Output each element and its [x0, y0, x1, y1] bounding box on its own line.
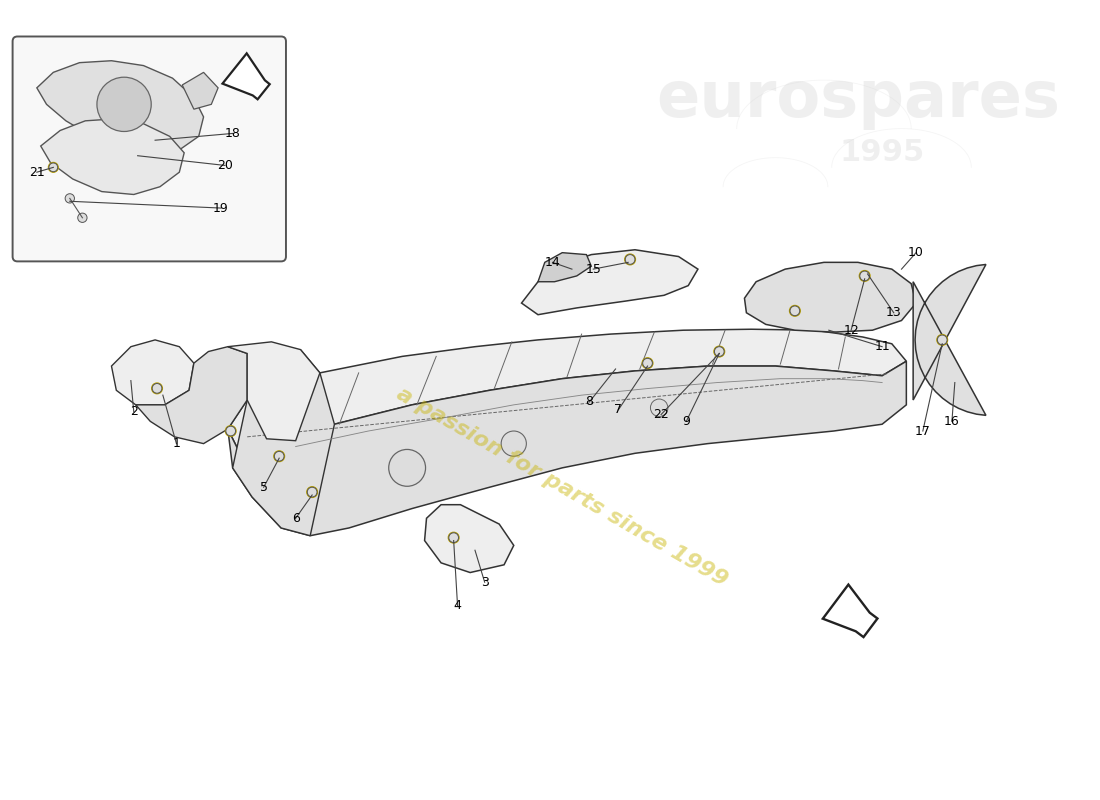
Text: 16: 16 [944, 415, 960, 428]
Text: 10: 10 [909, 246, 924, 259]
Polygon shape [228, 330, 906, 449]
Circle shape [714, 346, 724, 356]
Text: 18: 18 [224, 127, 241, 140]
Circle shape [226, 426, 235, 436]
Circle shape [790, 306, 800, 316]
Circle shape [625, 254, 635, 264]
Circle shape [625, 254, 636, 265]
Text: 7: 7 [615, 403, 623, 416]
Circle shape [502, 431, 527, 456]
Text: 1995: 1995 [839, 138, 925, 167]
Circle shape [449, 532, 459, 543]
Text: 15: 15 [585, 262, 602, 276]
Circle shape [97, 78, 151, 131]
Text: 20: 20 [217, 159, 233, 172]
FancyBboxPatch shape [12, 37, 286, 262]
Circle shape [937, 335, 947, 345]
Text: 12: 12 [844, 324, 859, 337]
Text: 11: 11 [874, 340, 890, 353]
Polygon shape [521, 250, 697, 314]
Polygon shape [232, 350, 334, 536]
Text: 21: 21 [29, 166, 45, 178]
Polygon shape [745, 262, 916, 332]
Circle shape [650, 399, 668, 417]
Text: 1: 1 [173, 437, 180, 450]
Polygon shape [135, 346, 248, 444]
Circle shape [388, 450, 426, 486]
Text: eurospares: eurospares [656, 69, 1060, 130]
Circle shape [642, 358, 652, 368]
Polygon shape [913, 265, 986, 415]
Text: 13: 13 [886, 306, 902, 319]
Circle shape [714, 346, 725, 357]
Circle shape [78, 213, 87, 222]
Text: 17: 17 [915, 425, 931, 438]
Polygon shape [228, 342, 320, 441]
Text: 6: 6 [292, 512, 299, 525]
Text: 22: 22 [653, 408, 669, 421]
Circle shape [226, 426, 236, 436]
Text: 2: 2 [130, 405, 138, 418]
Circle shape [307, 486, 318, 498]
Text: a passion for parts since 1999: a passion for parts since 1999 [394, 384, 732, 590]
Text: 3: 3 [481, 576, 488, 589]
Circle shape [449, 533, 459, 542]
Text: 8: 8 [585, 395, 593, 409]
Polygon shape [41, 119, 184, 194]
Circle shape [790, 306, 800, 316]
Circle shape [642, 358, 653, 369]
Circle shape [860, 271, 869, 281]
Polygon shape [183, 72, 218, 109]
Circle shape [859, 270, 870, 282]
Text: 19: 19 [213, 202, 229, 214]
Polygon shape [538, 253, 592, 282]
Text: 4: 4 [453, 599, 462, 612]
Polygon shape [228, 362, 906, 536]
Polygon shape [111, 340, 194, 405]
Circle shape [307, 487, 317, 497]
Circle shape [152, 383, 162, 394]
Circle shape [937, 334, 947, 346]
Polygon shape [823, 585, 878, 637]
Circle shape [274, 451, 284, 461]
Polygon shape [222, 54, 270, 99]
Circle shape [48, 162, 58, 172]
Circle shape [274, 451, 285, 462]
Text: 9: 9 [682, 415, 690, 428]
Circle shape [65, 194, 75, 203]
Text: 14: 14 [544, 256, 560, 269]
Circle shape [50, 163, 57, 172]
Polygon shape [36, 61, 204, 156]
Polygon shape [425, 505, 514, 573]
Circle shape [152, 383, 163, 394]
Text: 5: 5 [260, 481, 267, 494]
